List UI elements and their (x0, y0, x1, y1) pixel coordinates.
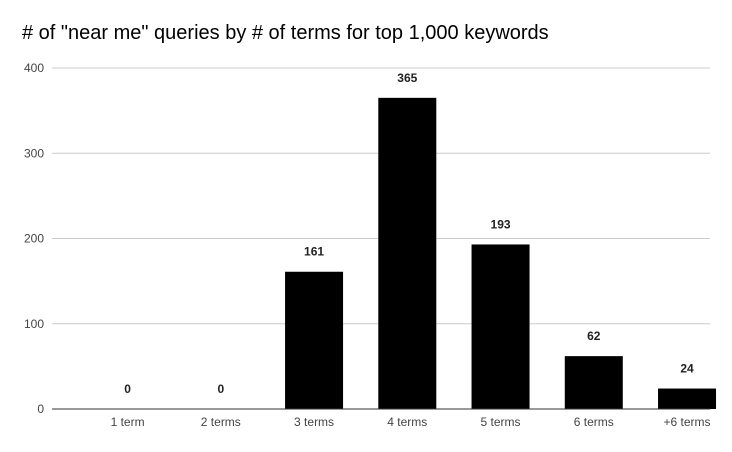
data-label: 365 (397, 71, 417, 85)
bar (471, 244, 530, 409)
y-tick-label: 200 (24, 232, 44, 246)
y-tick-label: 0 (37, 402, 44, 416)
data-label: 161 (304, 245, 324, 259)
bar (564, 356, 623, 409)
data-label: 193 (491, 217, 511, 231)
bar (658, 388, 717, 409)
x-tick-label: 6 terms (574, 415, 614, 429)
data-label: 0 (124, 382, 131, 396)
y-tick-label: 400 (24, 61, 44, 75)
x-tick-label: 2 terms (201, 415, 241, 429)
bar (378, 97, 437, 410)
data-label: 62 (587, 329, 601, 343)
x-tick-label: 1 term (111, 415, 145, 429)
x-tick-label: +6 terms (664, 415, 711, 429)
x-tick-label: 4 terms (387, 415, 427, 429)
y-tick-label: 100 (24, 317, 44, 331)
data-label: 24 (680, 362, 694, 376)
chart-title: # of "near me" queries by # of terms for… (22, 22, 549, 44)
bar (285, 271, 344, 409)
x-tick-label: 5 terms (481, 415, 521, 429)
data-label: 0 (217, 382, 224, 396)
x-tick-label: 3 terms (294, 415, 334, 429)
y-tick-label: 300 (24, 146, 44, 160)
